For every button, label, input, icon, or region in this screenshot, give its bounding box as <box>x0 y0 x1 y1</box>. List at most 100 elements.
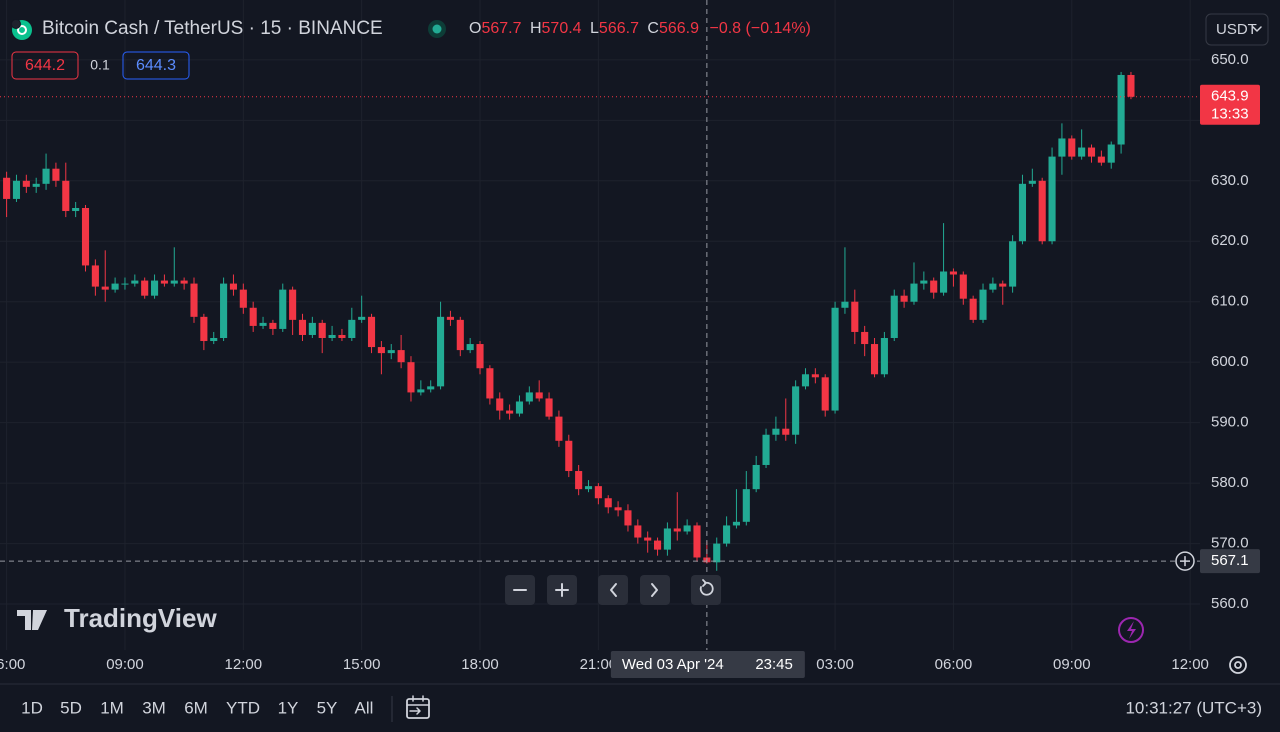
y-tick-label: 580.0 <box>1211 474 1249 491</box>
candle-body <box>663 528 671 550</box>
candle-body <box>841 301 849 308</box>
range-button[interactable]: 1Y <box>278 698 299 717</box>
candle-body <box>437 316 445 387</box>
alerts-button[interactable] <box>1118 617 1144 643</box>
candle-body <box>732 521 741 526</box>
candle-body <box>782 428 790 435</box>
candle-body <box>653 540 662 550</box>
x-tick-label: 12:00 <box>1171 656 1209 673</box>
y-tick-label: 610.0 <box>1211 293 1249 310</box>
settings-button[interactable] <box>1229 656 1247 674</box>
close-letter: C <box>647 20 659 37</box>
price-axis: 560.0 570.0 580.0 590.0 600.0 610.0 620.0 630.0… <box>610 51 1260 678</box>
candle-body <box>525 392 533 402</box>
candle-body <box>1107 144 1115 163</box>
candle-body <box>979 289 987 320</box>
goto-date-button[interactable] <box>406 698 430 719</box>
candle-body <box>870 344 879 375</box>
currency: USDT <box>1216 21 1257 38</box>
low-value: 566.7 <box>599 20 639 37</box>
x-tick-label: 18:00 <box>461 656 499 673</box>
ask-box[interactable] <box>122 51 190 80</box>
currency-caret <box>1252 26 1262 32</box>
range-button[interactable]: 5Y <box>317 698 338 717</box>
grid: 06:00 09:00 12:00 15:00 18:00 21:00 03:00 06:00… <box>0 0 1209 673</box>
y-tick-label: 570.0 <box>1211 535 1249 552</box>
settings-icon <box>1234 661 1242 669</box>
candle-body <box>1018 183 1027 242</box>
candle-body <box>32 183 40 187</box>
candle-body <box>1028 180 1036 184</box>
candle-body <box>989 283 997 290</box>
reset-button[interactable] <box>691 575 721 605</box>
candle-body <box>772 428 780 435</box>
spread: 0.1 <box>90 57 110 73</box>
scroll-right-button[interactable] <box>640 575 670 605</box>
candle-body <box>821 377 829 411</box>
candle-body <box>1097 156 1105 163</box>
bid-box[interactable] <box>11 51 79 80</box>
candle-body <box>851 301 859 332</box>
range-button[interactable]: 5D <box>60 698 82 717</box>
candle-body <box>3 177 11 199</box>
candle-body <box>614 507 622 511</box>
crosshair-price-bg <box>1200 549 1260 574</box>
candle-body <box>545 398 553 417</box>
candle-body <box>12 180 21 199</box>
symbol-icon-badge <box>11 19 21 29</box>
high-value: 570.4 <box>542 20 582 37</box>
candle-body <box>338 334 346 338</box>
candle-body <box>693 525 701 558</box>
candle-body <box>91 265 99 287</box>
add-alert-icon <box>1180 556 1190 567</box>
candle-body <box>1117 74 1125 145</box>
x-tick-label: 21:00 <box>580 656 618 673</box>
range-button[interactable]: 1D <box>21 698 43 717</box>
candle-body <box>969 298 977 320</box>
candle-body <box>111 283 119 290</box>
candle-body <box>348 319 356 338</box>
candle-body <box>930 280 938 293</box>
candle-body <box>535 392 543 399</box>
candle-body <box>861 331 869 345</box>
candle-body <box>150 280 159 296</box>
symbol-icon-mark <box>17 25 27 35</box>
currency-button[interactable] <box>1205 13 1269 46</box>
change-value: −0.8 (−0.14%) <box>709 20 810 37</box>
range-button[interactable]: All <box>355 698 374 717</box>
scroll-left-icon <box>610 583 617 597</box>
scroll-right-icon <box>651 583 658 597</box>
candle-body <box>1078 147 1086 157</box>
candle-body <box>1038 180 1046 242</box>
candle-body <box>910 283 918 302</box>
candle-body <box>229 283 238 290</box>
candle-body <box>298 319 307 335</box>
x-tick-label: 09:00 <box>106 656 144 673</box>
candle-body <box>427 386 435 390</box>
candle-body <box>496 398 504 411</box>
candle-body <box>584 486 593 490</box>
range-button[interactable]: 3M <box>142 698 166 717</box>
scroll-left-button[interactable] <box>598 575 628 605</box>
x-tick-label: 15:00 <box>343 656 381 673</box>
range-button[interactable]: 1M <box>100 698 124 717</box>
x-tick-label: 06:00 <box>935 656 973 673</box>
candle-body <box>466 344 474 351</box>
y-tick-label: 590.0 <box>1211 414 1249 431</box>
candle-body <box>900 295 908 302</box>
crosshair-date: Wed 03 Apr '24 <box>622 656 724 673</box>
candle-body <box>634 525 642 538</box>
range-button[interactable]: YTD <box>226 698 260 717</box>
candle-body <box>959 274 967 299</box>
close-value: 566.9 <box>659 20 699 37</box>
candle-body <box>289 289 297 320</box>
bid: 644.2 <box>25 57 65 74</box>
countdown: 13:33 <box>1211 106 1249 123</box>
candle-body <box>575 471 583 490</box>
low-letter: L <box>590 20 599 37</box>
logo[interactable]: TradingView <box>64 603 217 633</box>
candle-body <box>713 543 721 563</box>
range-button[interactable]: 6M <box>184 698 208 717</box>
symbol-title[interactable]: Bitcoin Cash / TetherUS · 15 · BINANCE <box>42 18 383 39</box>
candle-body <box>407 362 415 393</box>
